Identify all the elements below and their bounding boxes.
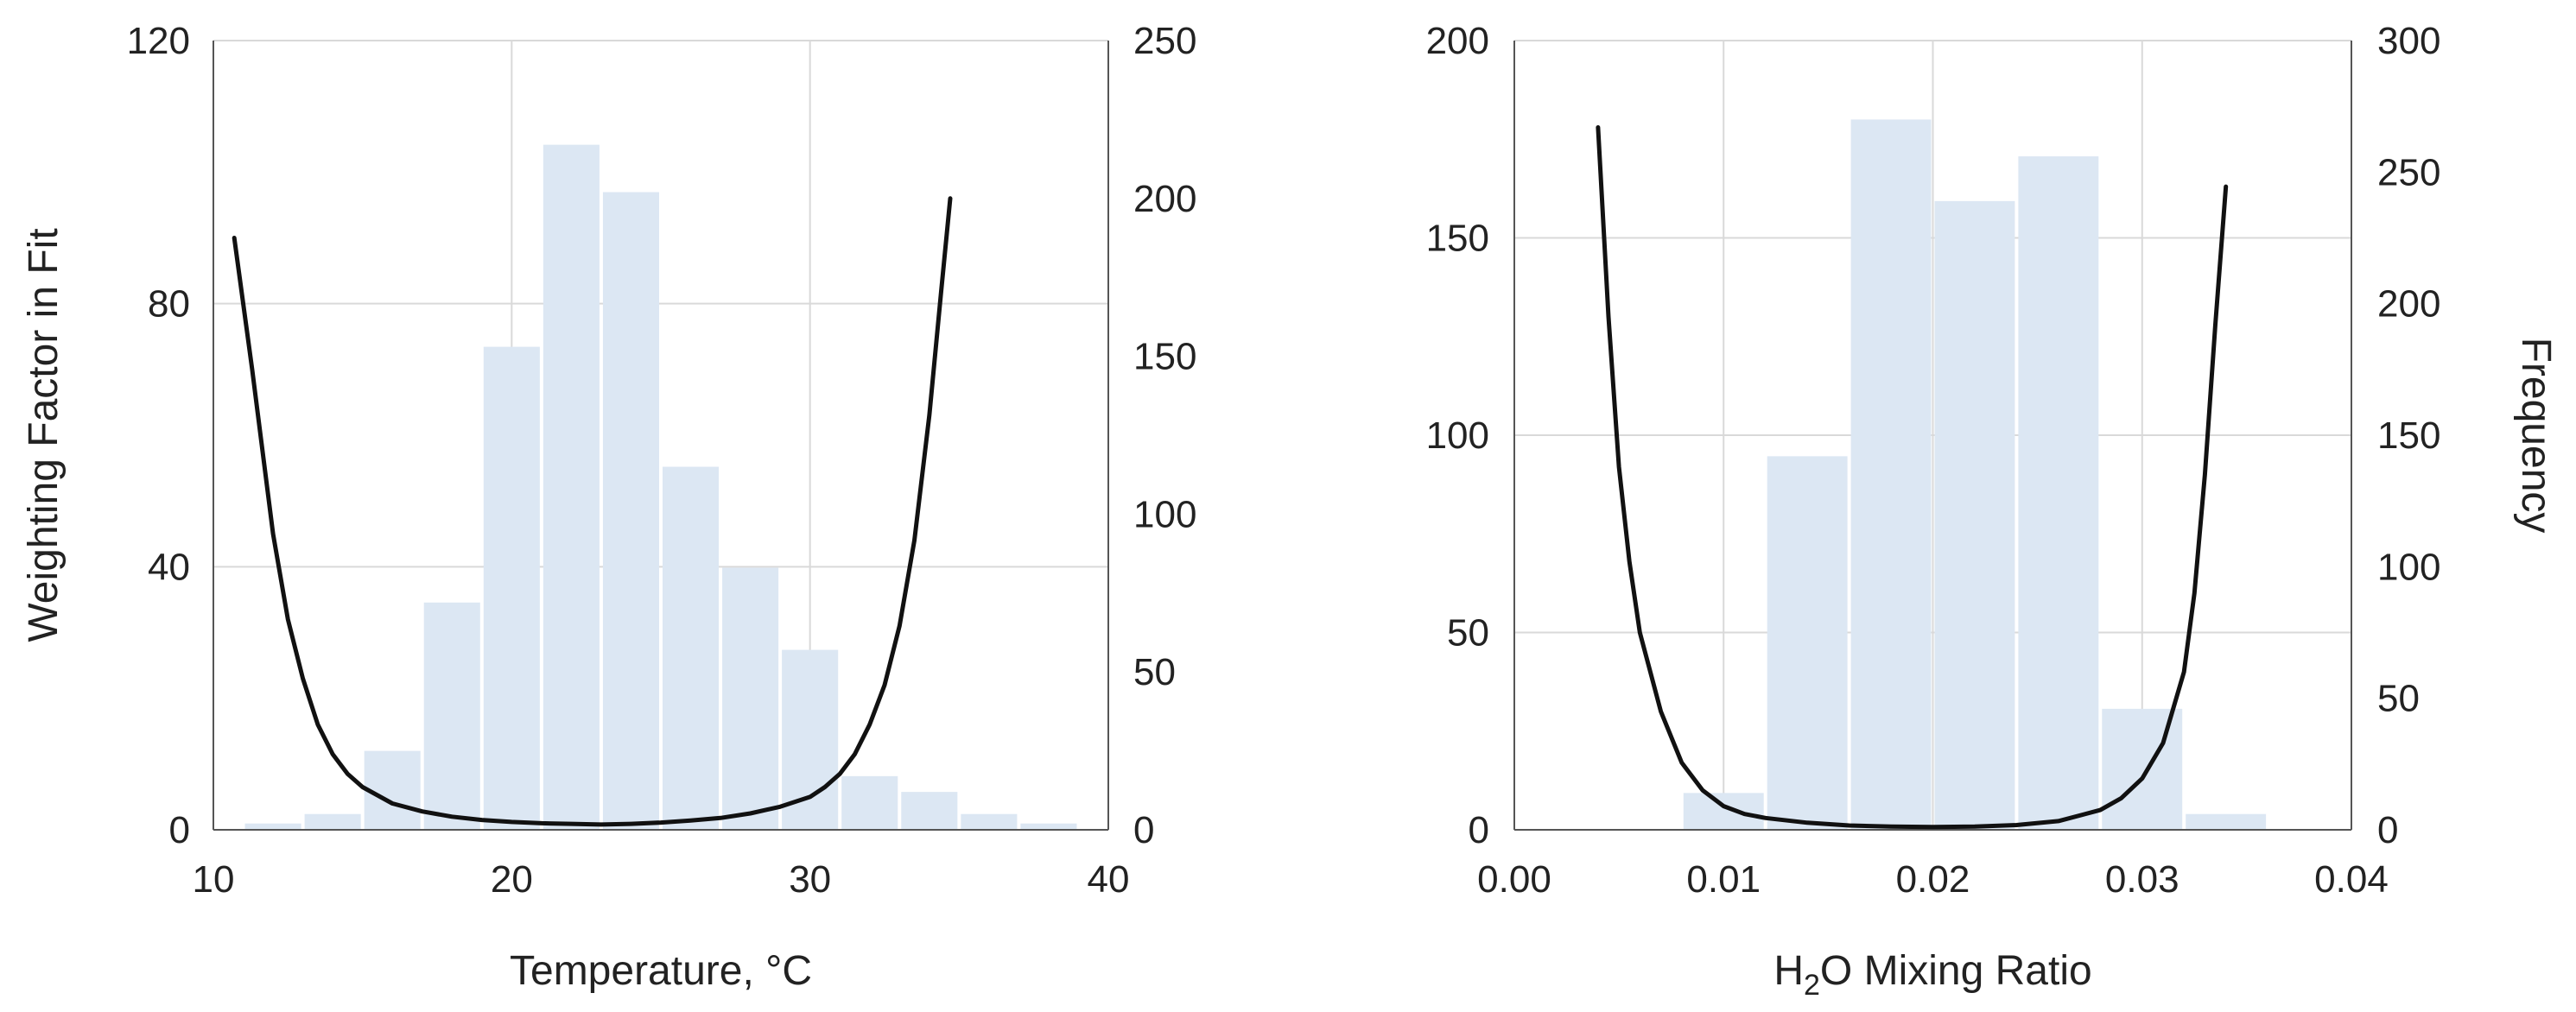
histogram-bar [841,775,898,830]
histogram-bar [2018,156,2099,830]
y-right-tick-label: 200 [2377,283,2440,326]
x-tick-label: 40 [1088,858,1130,901]
weighting-curve [232,196,953,827]
chart-panel-1: 10 20 30 4004080120050100150200250Temperatu… [21,20,1196,994]
histogram-bar [961,813,1018,830]
histogram-bar [1850,119,1932,830]
y-right-axis-title: Frequency [2513,338,2559,534]
y-left-tick-label: 80 [148,283,190,326]
y-left-tick-label: 150 [1426,218,1489,260]
x-tick-label: 0.02 [1896,858,1970,901]
histogram-bar [304,813,361,830]
chart-panel-2: 0.00 0.01 0.02 0.03 0.04 0 50 100 150 200 0 50 100 15… [1426,20,2559,1002]
x-axis-title-rest: O Mixing Ratio [1820,948,2092,994]
y-right-tick-label: 100 [2377,546,2440,588]
y-left-tick-label: 0 [1469,809,1489,851]
x-axis-title: H2O Mixing Ratio [1773,948,2091,1002]
y-left-tick-label: 200 [1426,20,1489,62]
histogram-bar [1767,456,1848,830]
x-tick-label: 10 [193,858,235,901]
y-right-tick-label: 50 [1133,651,1176,693]
histogram-bar [483,346,540,831]
y-right-tick-label: 300 [2377,20,2440,62]
y-left-tick-label: 120 [127,20,190,62]
histogram-bar [244,823,301,830]
histogram-bar [542,144,600,830]
histogram-bar [2186,813,2267,830]
x-axis-title-subscript: 2 [1804,969,1820,1002]
y-right-tick-label: 200 [1133,178,1196,220]
weighting-curve [1596,125,2229,830]
histogram-bar [423,602,480,830]
x-tick-label: 0.03 [2105,858,2179,901]
y-right-tick-label: 0 [1133,809,1154,851]
histogram-bar [1020,823,1077,830]
histogram-bar [1934,200,2015,830]
x-tick-label: 20 [491,858,533,901]
x-axis-title: Temperature, °C [510,948,812,994]
x-axis-title-main: H [1773,948,1804,994]
histogram-series [244,144,1077,831]
histogram-bar [2102,708,2183,830]
histogram-bar [364,750,421,830]
x-tick-label: 0.00 [1477,858,1551,901]
y-left-tick-label: 40 [148,546,190,588]
histogram-bar [602,192,659,830]
x-tick-label: 0.04 [2314,858,2389,901]
y-right-tick-label: 0 [2377,809,2398,851]
y-right-tick-label: 250 [2377,151,2440,193]
x-tick-label: 30 [789,858,831,901]
y-right-tick-label: 100 [1133,493,1196,535]
histogram-bar [782,649,839,830]
histogram-bar [663,466,720,830]
y-left-tick-label: 0 [169,809,190,851]
y-right-tick-label: 150 [1133,336,1196,378]
y-left-tick-label: 50 [1447,612,1489,655]
x-tick-label: 0.01 [1686,858,1761,901]
histogram-series [1683,119,2267,830]
y-right-tick-label: 50 [2377,678,2420,720]
y-right-tick-label: 150 [2377,414,2440,457]
y-right-tick-label: 250 [1133,20,1196,62]
y-left-axis-title: Weighting Factor in Fit [21,228,67,642]
histogram-bar [1683,793,1764,830]
histogram-bar [722,567,779,830]
histogram-bar [901,792,958,830]
y-left-tick-label: 100 [1426,414,1489,457]
